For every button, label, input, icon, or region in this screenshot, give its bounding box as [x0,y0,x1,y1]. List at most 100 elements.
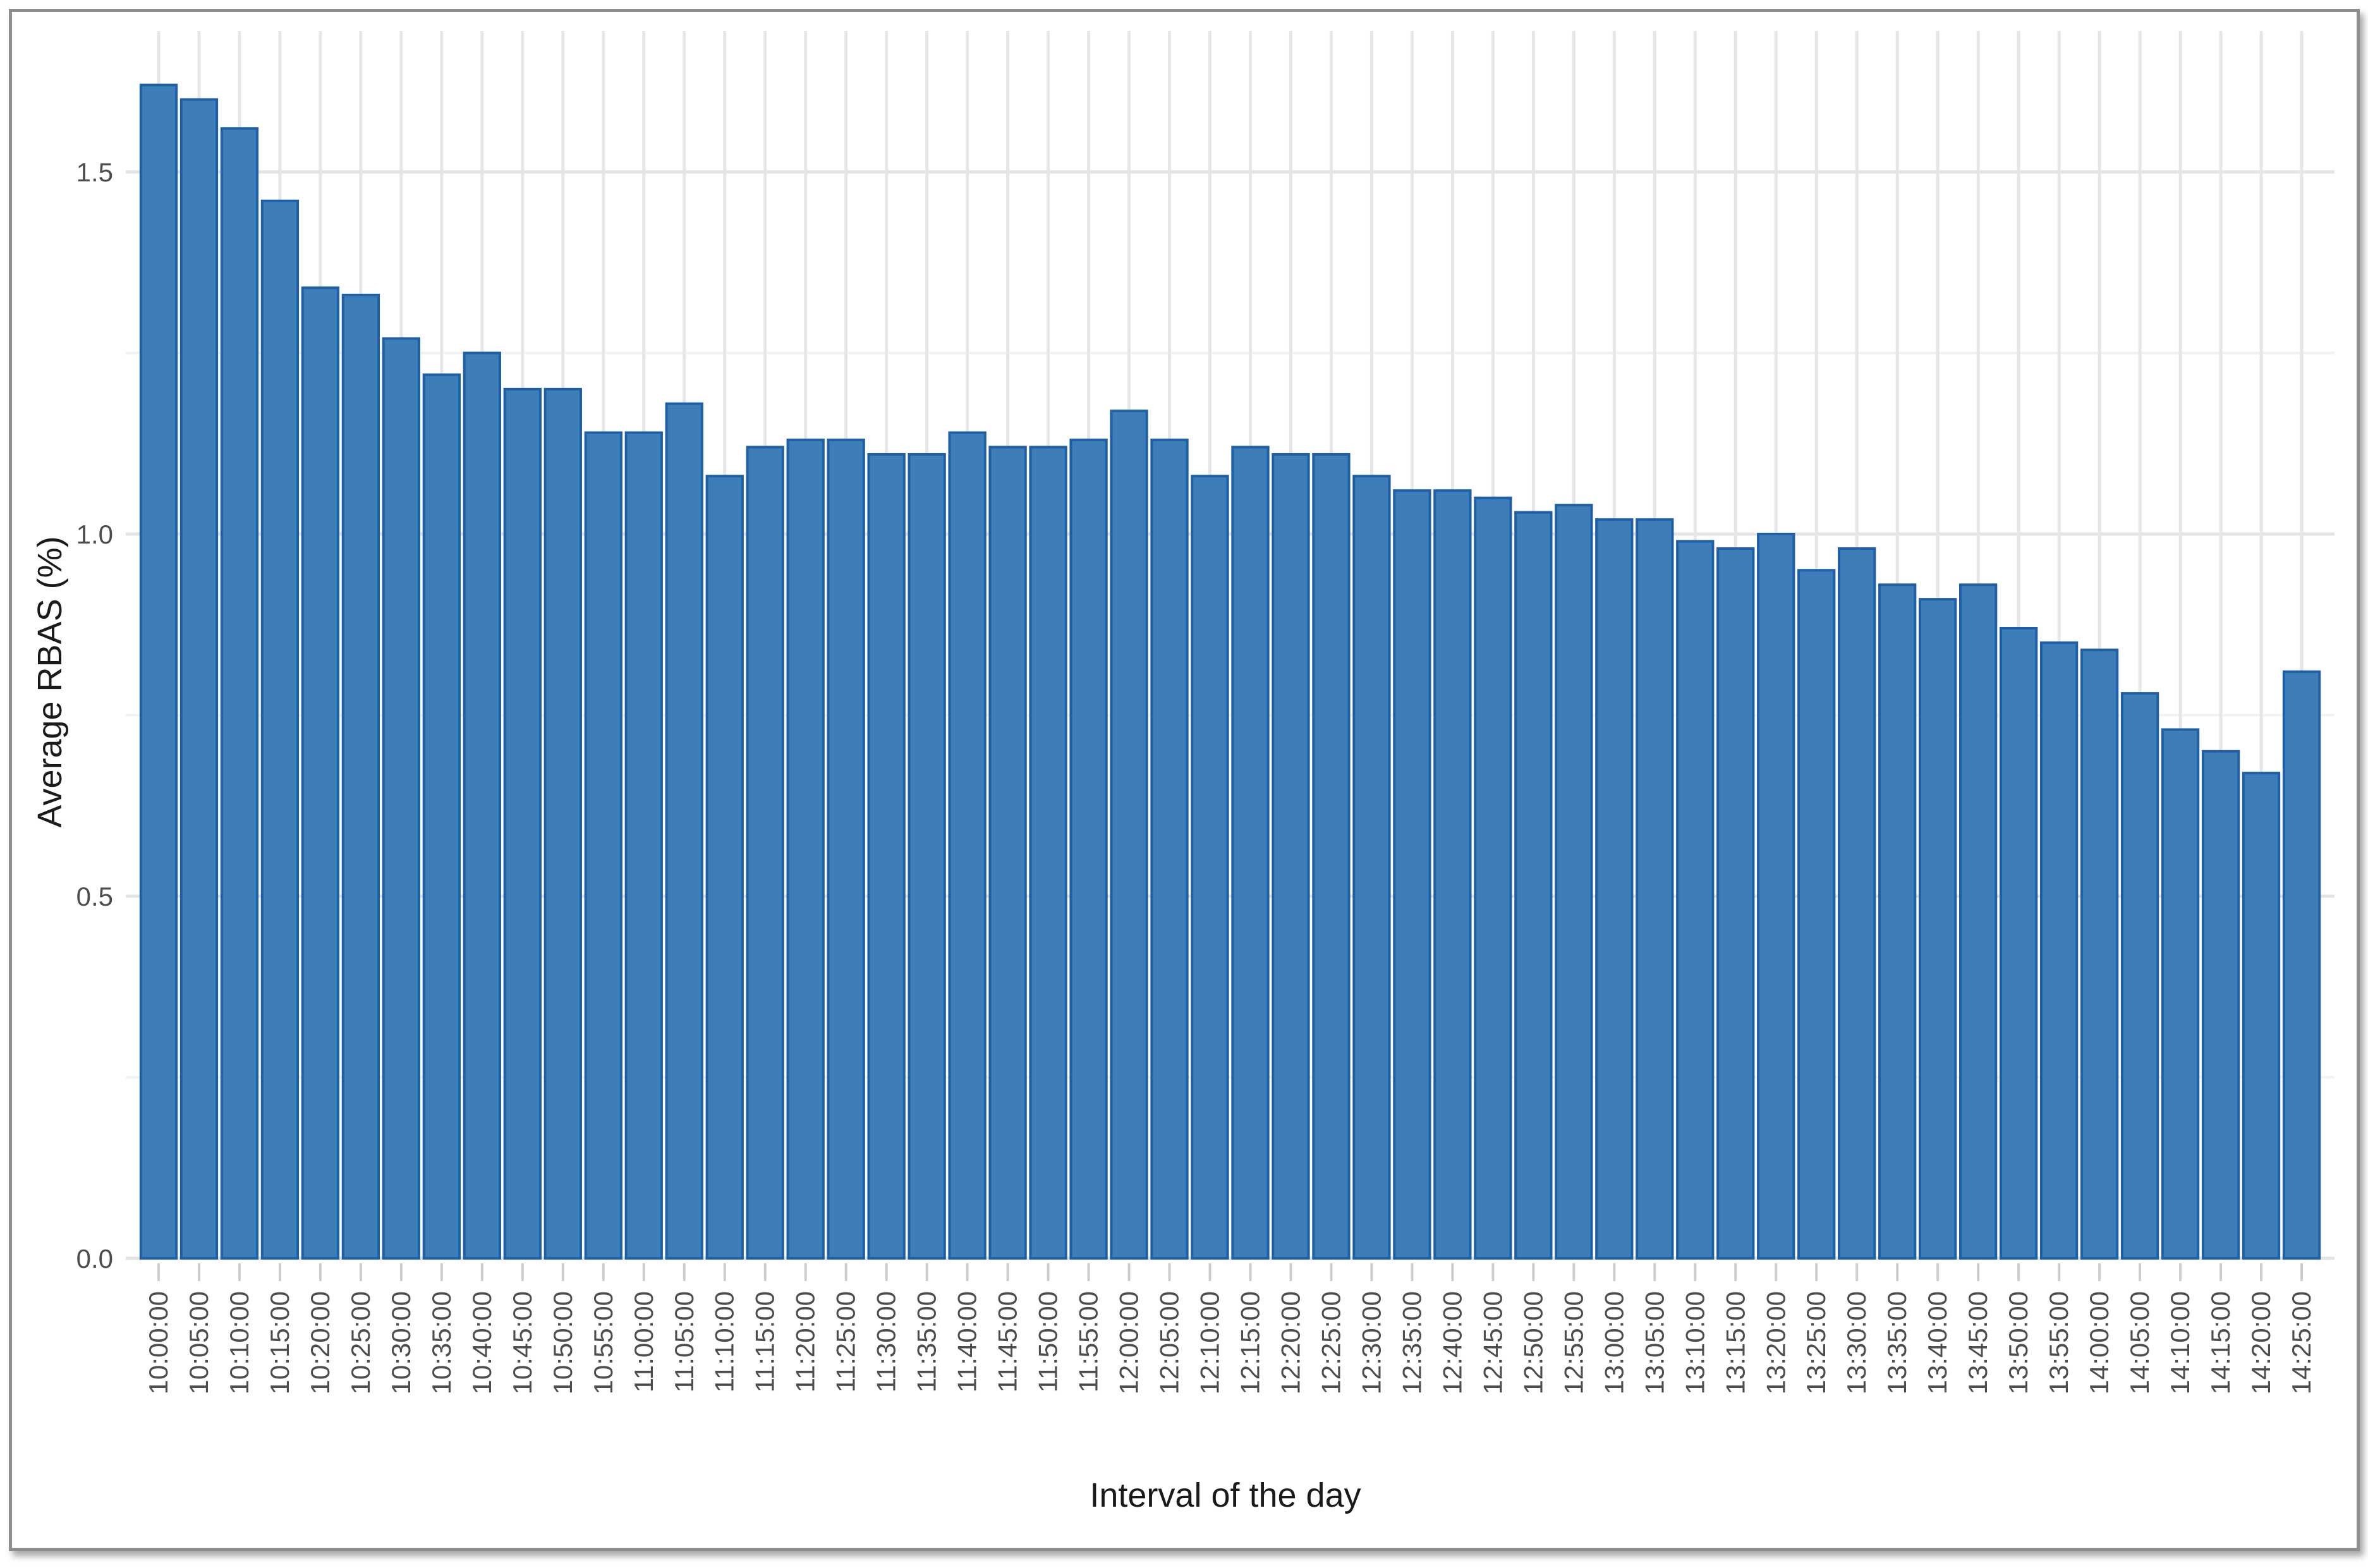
bar-11-55-00 [1069,439,1108,1260]
x-tick-label: 12:15:00 [1235,1291,1265,1395]
bar-13-05-00 [1636,518,1674,1260]
x-tick-label: 13:30:00 [1842,1291,1871,1395]
bar-13-15-00 [1716,547,1755,1260]
x-tick-label: 14:10:00 [2165,1291,2195,1395]
x-axis-ticks: 10:00:00 10:05:00 10:10:00 10:15:00 10:20:00… [143,1263,2316,1395]
x-tick-label: 13:05:00 [1639,1291,1669,1395]
x-tick-label: 10:00:00 [143,1291,173,1395]
bar-13-50-00 [1999,626,2038,1260]
x-tick-label: 12:40:00 [1437,1291,1467,1395]
x-tick-label: 12:35:00 [1397,1291,1426,1395]
bar-11-15-00 [746,446,784,1260]
x-tick-label: 12:30:00 [1356,1291,1386,1395]
x-tick-label: 11:05:00 [669,1291,699,1392]
bar-13-25-00 [1797,569,1836,1260]
bar-11-10-00 [705,475,744,1260]
bar-12-00-00 [1110,410,1148,1260]
bar-12-55-00 [1555,504,1593,1260]
x-tick-label: 10:25:00 [346,1291,375,1395]
x-tick-label: 12:55:00 [1558,1291,1588,1395]
bar-10-40-00 [463,351,501,1260]
x-tick-label: 14:05:00 [2125,1291,2154,1395]
x-tick-label: 10:10:00 [224,1291,254,1395]
bar-10-00-00 [139,83,178,1260]
x-tick-label: 11:30:00 [871,1291,901,1392]
x-tick-label: 11:50:00 [1033,1291,1063,1392]
bar-14-15-00 [2201,750,2240,1260]
bar-12-15-00 [1231,446,1270,1260]
bar-10-30-00 [382,337,421,1260]
x-tick-label: 10:40:00 [467,1291,497,1395]
bar-14-20-00 [2242,772,2281,1260]
x-tick-label: 10:20:00 [305,1291,335,1395]
x-tick-label: 13:00:00 [1599,1291,1629,1395]
bar-11-20-00 [786,439,825,1260]
bar-10-20-00 [301,286,340,1260]
x-tick-label: 11:45:00 [993,1291,1023,1392]
x-tick-label: 11:10:00 [710,1291,739,1392]
bar-14-25-00 [2282,670,2321,1260]
bar-14-00-00 [2080,648,2119,1260]
bar-12-35-00 [1393,489,1431,1260]
x-tick-label: 11:25:00 [831,1291,861,1392]
bar-10-05-00 [179,98,219,1260]
x-tick-label: 11:35:00 [912,1291,942,1392]
x-tick-label: 13:45:00 [1963,1291,1993,1395]
bar-10-25-00 [341,293,380,1260]
x-tick-label: 11:00:00 [629,1291,659,1392]
x-tick-label: 14:15:00 [2206,1291,2235,1395]
bar-12-30-00 [1352,475,1391,1260]
x-tick-label: 10:30:00 [386,1291,416,1395]
x-tick-label: 13:25:00 [1801,1291,1831,1395]
x-tick-label: 10:50:00 [548,1291,578,1395]
x-tick-label: 13:15:00 [1720,1291,1750,1395]
x-tick-label: 10:35:00 [427,1291,456,1395]
bar-12-05-00 [1150,439,1189,1260]
bar-13-10-00 [1676,540,1715,1260]
x-tick-label: 13:10:00 [1680,1291,1709,1395]
x-tick-label: 13:20:00 [1761,1291,1790,1395]
bar-14-10-00 [2161,728,2200,1260]
bar-12-25-00 [1312,453,1351,1260]
x-tick-label: 10:45:00 [507,1291,537,1395]
x-tick-label: 13:55:00 [2044,1291,2074,1395]
x-tick-label: 13:40:00 [1922,1291,1952,1395]
x-tick-label: 12:05:00 [1155,1291,1184,1395]
y-tick-label: 1.5 [76,157,113,187]
bar-11-50-00 [1029,446,1067,1260]
x-tick-label: 11:40:00 [952,1291,982,1392]
x-tick-label: 11:15:00 [750,1291,780,1392]
x-tick-label: 13:35:00 [1882,1291,1912,1395]
bar-chart: 0.00.51.01.5 10:00:00 10:05:00 10:10:00 10:… [31,31,2335,1514]
bar-11-35-00 [908,453,946,1260]
x-tick-label: 13:50:00 [2003,1291,2033,1395]
x-tick-label: 11:20:00 [791,1291,820,1392]
y-axis-ticks: 0.0 0.5 1.0 1.5 [76,157,113,1273]
bar-13-35-00 [1878,583,1917,1260]
bar-10-10-00 [220,127,259,1260]
bar-12-50-00 [1514,511,1553,1260]
y-axis-title: Average RBAS (%) [31,536,69,827]
x-tick-label: 10:05:00 [184,1291,214,1395]
bar-layer [139,83,2321,1260]
bar-13-30-00 [1838,547,1876,1260]
bar-10-45-00 [503,387,542,1260]
bar-11-05-00 [665,402,703,1260]
bar-13-20-00 [1757,533,1795,1260]
bar-14-05-00 [2120,692,2159,1260]
bar-13-55-00 [2039,641,2079,1260]
y-tick-label: 0.0 [76,1244,113,1273]
y-tick-label: 0.5 [76,882,113,911]
bar-10-50-00 [543,387,582,1260]
y-tick-label: 1.0 [76,520,113,549]
bar-11-00-00 [624,431,663,1260]
x-tick-label: 10:15:00 [265,1291,294,1395]
x-tick-label: 12:45:00 [1478,1291,1507,1395]
x-axis-title: Interval of the day [1090,1476,1361,1514]
x-tick-label: 12:00:00 [1114,1291,1144,1395]
bar-11-45-00 [988,446,1027,1260]
x-tick-label: 14:20:00 [2246,1291,2276,1395]
bar-10-15-00 [260,199,300,1260]
x-tick-label: 12:25:00 [1316,1291,1345,1395]
x-tick-label: 11:55:00 [1074,1291,1103,1392]
